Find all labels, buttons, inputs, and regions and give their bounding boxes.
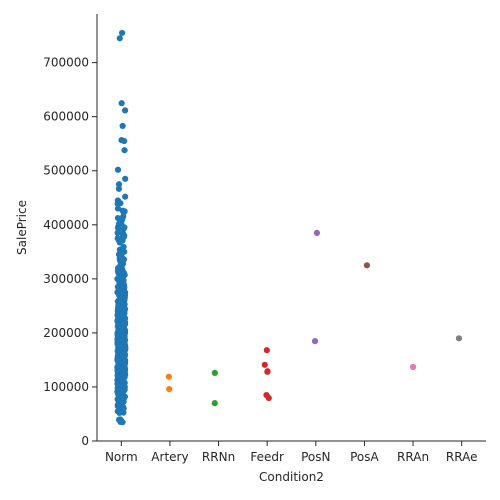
x-tick-label: PosN [301,450,330,464]
data-point-norm [115,167,121,173]
data-point-artery [166,386,172,392]
y-tick-label: 100000 [43,380,89,394]
data-point-norm [117,35,123,41]
x-axis-label: Condition2 [259,470,324,484]
y-axis-label: SalePrice [15,200,29,255]
y-tick-label: 200000 [43,326,89,340]
data-point-norm [115,230,121,236]
data-point-norm [122,107,128,113]
data-point-norm [120,123,126,129]
x-tick-label: Feedr [250,450,284,464]
y-tick-label: 400000 [43,218,89,232]
y-tick-label: 500000 [43,164,89,178]
y-ticks: 0 100000 200000 300000 400000 500000 600000 700… [43,56,97,448]
data-point-norm [122,194,128,200]
data-point-feedr [264,347,270,353]
data-point-norm [121,138,127,144]
data-point-posn [314,230,320,236]
data-point-rrnn [212,370,218,376]
x-tick-label: RRAn [397,450,429,464]
data-point-norm [116,410,122,416]
data-point-norm [119,100,125,106]
x-tick-label: RRNn [202,450,235,464]
x-tick-label: RRAe [446,450,478,464]
data-point-rrae [456,335,462,341]
data-point-artery [166,374,172,380]
data-point-norm [121,147,127,153]
x-tick-label: Artery [151,450,188,464]
y-tick-label: 600000 [43,110,89,124]
data-point-feedr [266,395,272,401]
data-points [114,30,462,425]
data-point-posn [312,338,318,344]
data-point-posa [364,262,370,268]
y-tick-label: 300000 [43,272,89,286]
data-point-rrnn [212,400,218,406]
y-tick-label: 700000 [43,56,89,70]
x-tick-label: Norm [105,450,138,464]
data-point-feedr [264,369,270,375]
data-point-norm [122,176,128,182]
x-ticks: Norm Artery RRNn Feedr PosN PosA RRAn RRAe [105,441,478,464]
y-tick-label: 0 [81,434,89,448]
data-point-rran [410,364,416,370]
data-point-norm [119,30,125,36]
data-point-norm [116,186,122,192]
x-tick-label: PosA [350,450,379,464]
data-point-norm [119,419,125,425]
data-point-feedr [262,362,268,368]
